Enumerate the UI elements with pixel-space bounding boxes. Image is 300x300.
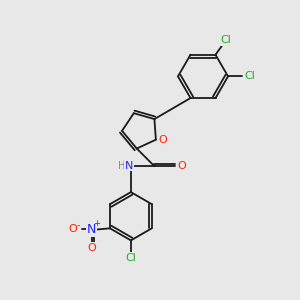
Text: Cl: Cl — [245, 71, 256, 81]
Text: O: O — [69, 224, 77, 234]
Text: Cl: Cl — [125, 253, 136, 263]
Text: Cl: Cl — [220, 35, 231, 45]
Text: -: - — [77, 220, 80, 230]
Text: N: N — [125, 160, 134, 171]
Text: N: N — [87, 223, 96, 236]
Text: +: + — [94, 219, 100, 228]
Text: O: O — [87, 243, 96, 253]
Text: O: O — [177, 161, 186, 171]
Text: O: O — [158, 135, 167, 145]
Text: H: H — [118, 161, 126, 171]
